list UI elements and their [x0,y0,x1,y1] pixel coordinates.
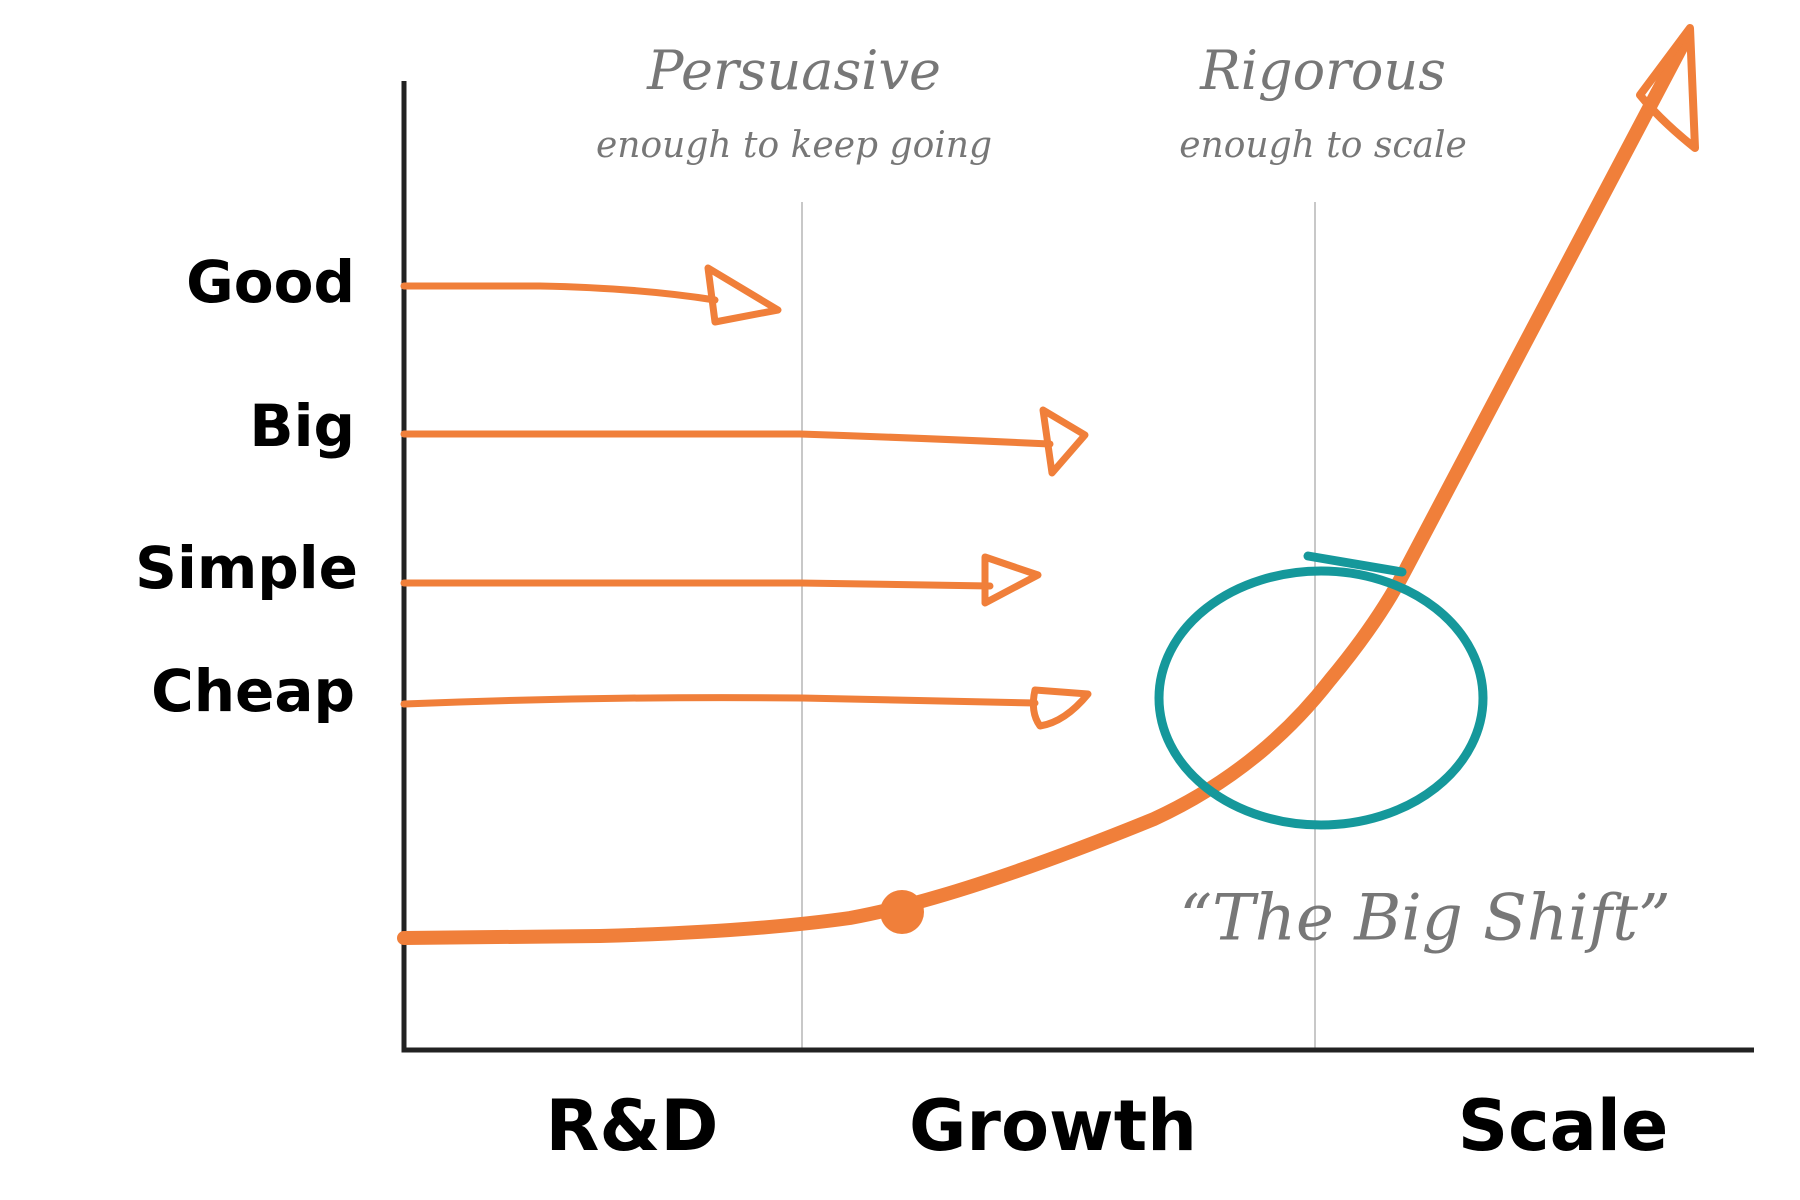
axes [401,81,1754,1053]
arrow-good [400,282,719,304]
annotation-subtitle: enough to scale [1179,125,1467,166]
arrow-big [400,430,1054,448]
row-label: Big [249,392,355,460]
phase-label: Scale [1458,1085,1669,1167]
arrow-head [704,264,782,326]
shift-circle [1154,566,1488,830]
arrow-head [981,553,1042,607]
growth-curve [397,33,1692,945]
annotation-subtitle: enough to keep going [596,125,992,166]
phase-label: Growth [909,1085,1197,1167]
row-label: Simple [135,534,358,602]
annotation-title: Rigorous [1199,39,1446,102]
arrows [400,264,1092,730]
phase-label: R&D [545,1085,718,1167]
row-label: Cheap [151,657,355,725]
arrow-head [1039,406,1089,477]
arrow-simple [400,579,994,590]
arrow-head [1029,686,1092,730]
circle-arrow [1303,551,1407,577]
row-label: Good [186,248,355,316]
annotation-shift: “The Big Shift” [1179,882,1670,956]
curve-arrowhead [1636,24,1699,152]
arrow-cheap [400,694,1039,708]
annotation-title: Persuasive [646,39,941,102]
curve-dot [880,890,924,934]
